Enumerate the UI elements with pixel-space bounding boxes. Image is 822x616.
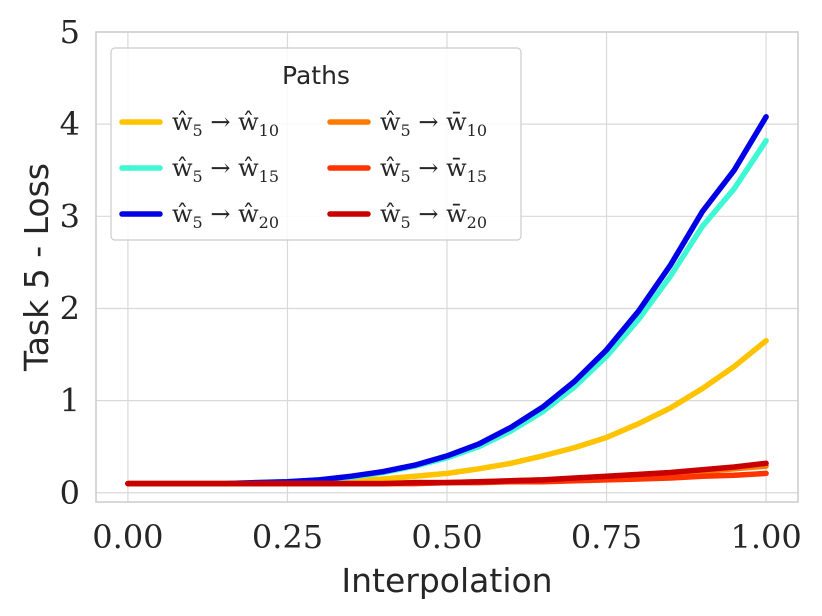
legend-entry: ŵ5 → ŵ20: [119, 200, 279, 232]
legend-title: Paths: [282, 61, 350, 90]
legend-label: ŵ5 → ŵ15: [172, 154, 279, 186]
x-tick-label: 0.25: [252, 518, 323, 556]
legend: Paths ŵ5 → ŵ10 ŵ5 → ŵ15 ŵ5 → ŵ20 ŵ5 → w̄10 ŵ…: [110, 47, 522, 241]
legend-label: ŵ5 → ŵ20: [172, 200, 279, 232]
legend-entry: ŵ5 → ŵ15: [119, 154, 279, 186]
y-axis-ticks: 0 1 2 3 4 5: [60, 13, 80, 512]
series-lines: [125, 114, 769, 487]
y-axis-label: Task 5 - Loss: [17, 163, 56, 372]
series-line-6: [125, 460, 769, 487]
legend-label: ŵ5 → ŵ10: [172, 108, 279, 140]
y-tick-label: 4: [60, 105, 80, 143]
x-axis-label: Interpolation: [341, 561, 552, 600]
x-axis-ticks: 0.00 0.25 0.50 0.75 1.00: [92, 518, 801, 556]
y-tick-label: 3: [60, 197, 80, 235]
plot-frame: [95, 31, 799, 503]
legend-label: ŵ5 → w̄10: [380, 108, 487, 140]
legend-label: ŵ5 → w̄15: [380, 154, 487, 186]
legend-entry: ŵ5 → w̄15: [327, 154, 487, 186]
y-tick-label: 1: [60, 382, 80, 420]
x-tick-label: 1.00: [730, 518, 801, 556]
x-tick-label: 0.50: [411, 518, 482, 556]
legend-label: ŵ5 → w̄20: [380, 200, 487, 232]
legend-entry: ŵ5 → w̄20: [327, 200, 487, 232]
legend-entry: ŵ5 → w̄10: [327, 108, 487, 140]
legend-box: [110, 47, 522, 241]
x-tick-label: 0.75: [571, 518, 642, 556]
x-tick-label: 0.00: [92, 518, 163, 556]
y-tick-label: 5: [60, 13, 80, 51]
legend-entry: ŵ5 → ŵ10: [119, 108, 279, 140]
y-tick-label: 2: [60, 289, 80, 327]
y-tick-label: 0: [60, 474, 80, 512]
